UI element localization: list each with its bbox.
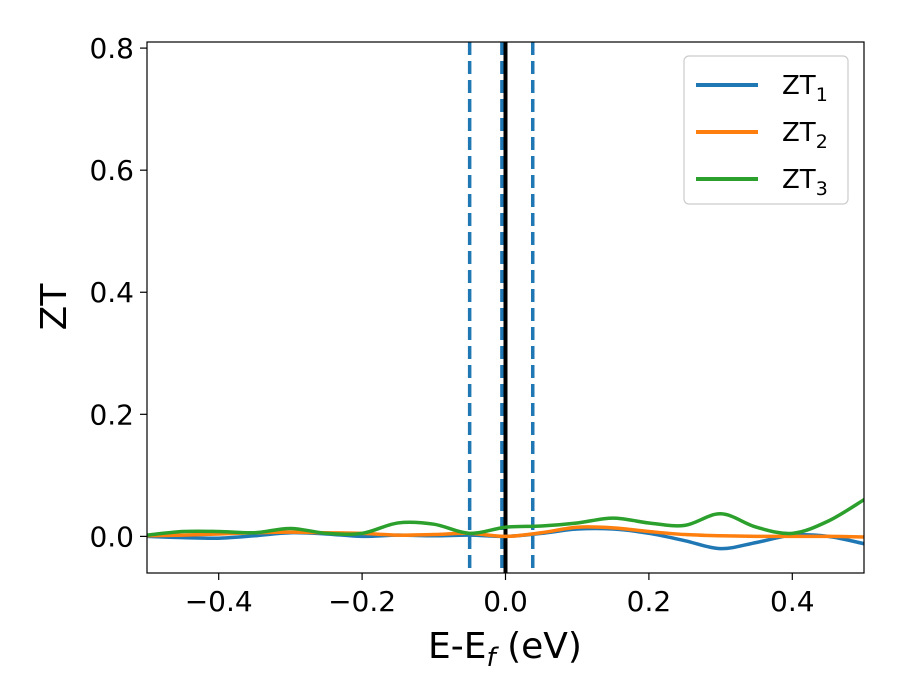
y-tick-label: 0.2 xyxy=(89,398,134,431)
x-tick-label: 0.2 xyxy=(627,585,672,618)
series-layer xyxy=(147,498,864,551)
x-tick-label: 0.0 xyxy=(483,585,528,618)
legend: ZT1 ZT2 ZT3 xyxy=(683,55,849,205)
legend-label-zt2: ZT2 xyxy=(782,118,828,153)
x-axis-ticks: −0.4 −0.2 0.0 0.2 0.4 xyxy=(185,573,815,618)
x-tick-label: −0.4 xyxy=(185,585,253,618)
y-tick-label: 0.0 xyxy=(89,520,134,553)
y-tick-label: 0.8 xyxy=(89,32,134,65)
y-tick-label: 0.4 xyxy=(89,276,134,309)
y-tick-label: 0.6 xyxy=(89,154,134,187)
legend-label-zt1: ZT1 xyxy=(782,71,828,106)
x-tick-label: 0.4 xyxy=(770,585,815,618)
legend-box xyxy=(683,55,849,205)
series-line-zt3 xyxy=(147,498,864,537)
legend-label-zt3: ZT3 xyxy=(782,165,828,200)
y-axis-label: ZT xyxy=(34,283,75,331)
vertical-reference-lines xyxy=(467,42,535,573)
x-tick-label: −0.2 xyxy=(328,585,396,618)
x-axis-label: E-Ef (eV) xyxy=(428,626,582,673)
y-axis-ticks: 0.0 0.2 0.4 0.6 0.8 xyxy=(89,32,147,553)
